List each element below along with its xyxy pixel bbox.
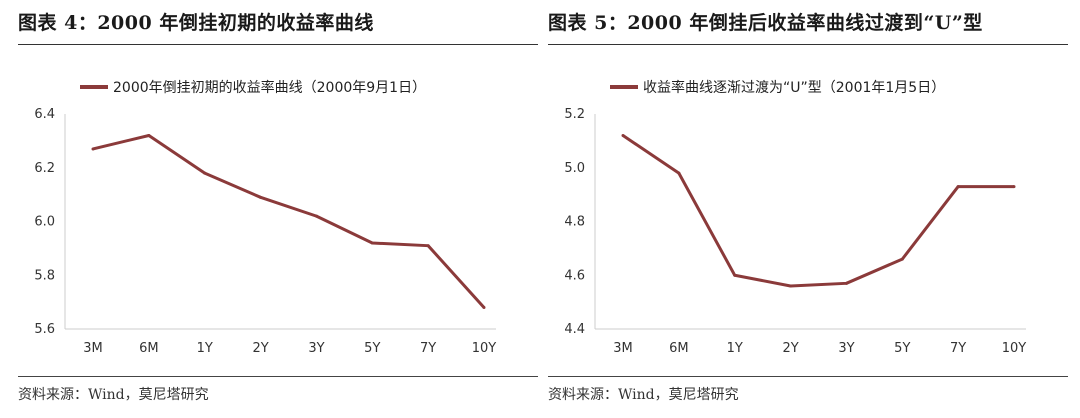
data-point [370,241,374,245]
figure-title: 图表 5：2000 年倒挂后收益率曲线过渡到“U”型 [548,12,983,34]
figure-title: 图表 4：2000 年倒挂初期的收益率曲线 [18,12,374,34]
y-tick-label: 5.0 [564,161,585,176]
data-point [482,306,486,309]
data-point [789,284,793,288]
data-point [1012,185,1016,189]
footer-divider [548,376,1068,377]
line-chart: 2000年倒挂初期的收益率曲线（2000年9月1日） 6.4 6.2 6.0 5.8 5.… [34,79,497,356]
legend-label: 收益率曲线逐渐过渡为“U”型（2001年1月5日） [643,79,945,96]
series-line [622,134,1014,288]
x-tick-label: 2Y [782,341,798,356]
data-point [900,257,904,261]
y-tick-label: 6.4 [34,107,55,122]
legend-label: 2000年倒挂初期的收益率曲线（2000年9月1日） [113,79,426,96]
chart-panel-right: 图表 5：2000 年倒挂后收益率曲线过渡到“U”型 收益率曲线逐渐过渡为“U”… [548,0,1073,418]
data-point [956,185,960,189]
y-tick-label: 6.2 [34,161,55,176]
chart-panel-left: 图表 4：2000 年倒挂初期的收益率曲线 2000年倒挂初期的收益率曲线（20… [18,0,543,418]
x-tick-label: 3Y [308,341,324,356]
title-divider [548,44,1068,45]
y-tick-label: 6.0 [34,215,55,230]
y-tick-label: 4.4 [564,322,585,337]
x-tick-label: 5Y [364,341,380,356]
line-chart: 收益率曲线逐渐过渡为“U”型（2001年1月5日） 5.2 5.0 4.8 4.6 4.4… [564,79,1027,356]
data-point [314,214,318,218]
x-tick-label: 5Y [894,341,910,356]
data-point [91,147,95,151]
series-line [92,134,486,309]
data-point [733,273,737,277]
y-tick-label: 5.2 [564,107,585,122]
x-tick-label: 3M [83,341,103,356]
x-tick-label: 1Y [197,341,213,356]
data-point [844,281,848,285]
data-point [147,134,151,137]
x-tick-label: 6M [669,341,689,356]
y-tick-label: 5.8 [34,268,55,283]
x-tick-label: 3Y [838,341,854,356]
source-note: 资料来源：Wind，莫尼塔研究 [548,387,739,403]
title-divider [18,44,538,45]
x-tick-label: 2Y [252,341,268,356]
x-tick-label: 10Y [1002,341,1027,356]
footer-divider [18,376,538,377]
x-tick-label: 6M [139,341,159,356]
data-point [426,244,430,248]
x-tick-label: 7Y [420,341,436,356]
y-tick-label: 5.6 [34,322,55,337]
data-point [259,195,263,199]
legend: 收益率曲线逐渐过渡为“U”型（2001年1月5日） [610,79,945,96]
data-point [621,134,625,137]
x-tick-label: 3M [613,341,633,356]
x-tick-label: 1Y [727,341,743,356]
y-tick-label: 4.8 [564,215,585,230]
y-tick-label: 4.6 [564,268,585,283]
data-point [677,171,681,175]
x-tick-label: 10Y [472,341,497,356]
legend: 2000年倒挂初期的收益率曲线（2000年9月1日） [80,79,426,96]
source-note: 资料来源：Wind，莫尼塔研究 [18,387,209,403]
data-point [203,171,207,175]
x-tick-label: 7Y [950,341,966,356]
